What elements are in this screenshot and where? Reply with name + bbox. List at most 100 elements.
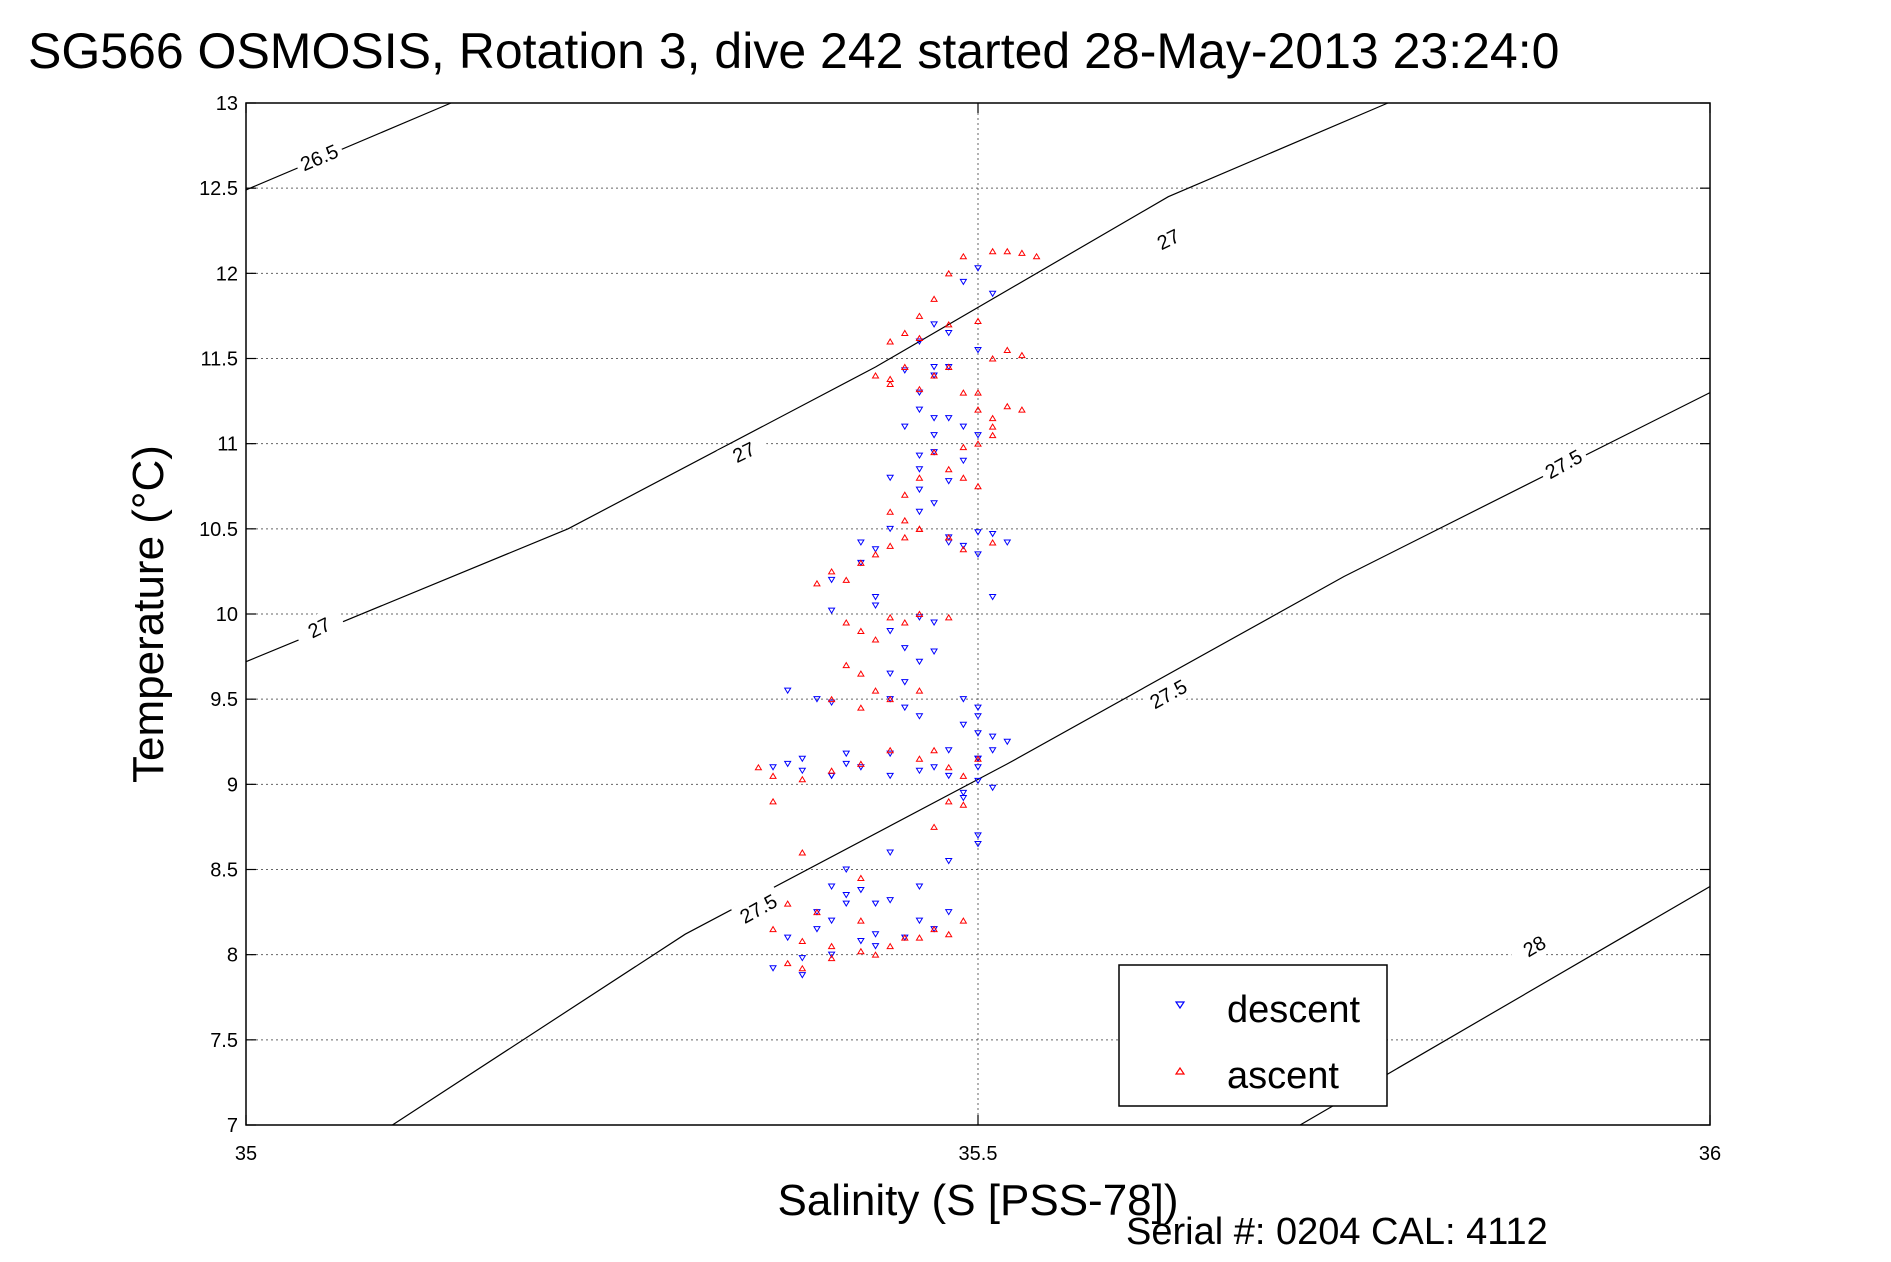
ascent-point	[1018, 351, 1026, 359]
ascent-point	[842, 661, 851, 669]
descent-point	[930, 764, 938, 771]
descent-point	[827, 883, 836, 891]
ascent-point	[944, 269, 953, 277]
descent-point	[915, 883, 924, 891]
ascent-point	[900, 516, 909, 524]
ascent-point	[1003, 247, 1012, 255]
descent-point	[974, 777, 982, 785]
ascent-point	[988, 431, 997, 439]
x-tick-label: 35	[235, 1143, 257, 1165]
ascent-point	[886, 942, 895, 950]
ascent-point	[988, 414, 997, 422]
descent-point	[827, 917, 836, 925]
descent-point	[930, 432, 938, 439]
descent-point	[974, 346, 982, 354]
descent-point	[871, 900, 880, 908]
descent-point	[798, 755, 807, 763]
descent-point	[944, 772, 953, 780]
ascent-point	[1003, 346, 1012, 353]
ascent-point	[886, 695, 895, 703]
descent-point	[886, 772, 895, 780]
descent-point	[959, 457, 968, 465]
ascent-point	[915, 385, 924, 393]
ascent-point	[871, 550, 880, 558]
x-tick-label: 36	[1699, 1143, 1721, 1165]
descent-point	[1003, 738, 1012, 746]
ascent-point	[886, 542, 895, 549]
ascent-point	[900, 533, 909, 541]
descent-point	[827, 699, 836, 707]
descent-point	[886, 849, 895, 856]
ascent-point	[959, 252, 968, 260]
ascent-point	[944, 533, 953, 541]
axis-ticks: 7 7.5 8 8.5 9 9.5 10 10.5 11 11.5 12 12.5 13 35 35.5 36	[199, 93, 1721, 1165]
contour-line-27.5	[392, 392, 1711, 1126]
ascent-point	[827, 567, 836, 575]
ascent-point	[900, 934, 909, 941]
ascent-point	[856, 760, 865, 767]
descent-point	[988, 747, 997, 754]
ascent-point	[856, 704, 865, 711]
descent-point	[798, 955, 807, 962]
descent-point	[974, 529, 982, 536]
descent-point	[944, 909, 953, 916]
ascent-point	[930, 448, 938, 456]
ascent-point	[959, 474, 968, 481]
contour-line-27	[245, 102, 1389, 663]
ascent-point	[944, 797, 953, 805]
descent-point	[900, 423, 909, 431]
descent-point	[959, 696, 968, 703]
ascent-point	[974, 389, 982, 396]
descent-point	[827, 951, 836, 959]
descent-point	[915, 767, 924, 775]
y-tick-label: 7	[227, 1115, 238, 1137]
y-tick-label: 11.5	[201, 349, 238, 371]
descent-point	[827, 607, 836, 615]
ascent-point	[856, 559, 865, 566]
descent-point	[944, 747, 953, 754]
contour-label-bg	[1141, 217, 1196, 262]
ascent-point	[959, 917, 968, 924]
ascent-point	[871, 636, 880, 643]
descent-point	[930, 364, 938, 371]
descent-point	[988, 593, 997, 601]
ascent-point	[856, 627, 865, 635]
legend-box	[1118, 964, 1388, 1107]
ascent-point	[915, 934, 924, 941]
descent-point	[856, 539, 865, 546]
y-tick-label: 10.5	[199, 519, 238, 541]
ascent-point	[769, 797, 777, 805]
descent-point	[842, 866, 851, 873]
descent-point	[974, 432, 982, 439]
ascent-point	[959, 443, 968, 451]
descent-point	[930, 648, 938, 655]
descent-point	[915, 406, 924, 414]
descent-point	[974, 730, 982, 737]
y-tick-label: 9.5	[210, 689, 238, 711]
descent-point	[915, 466, 924, 473]
descent-point	[974, 713, 982, 720]
descent-point	[769, 764, 777, 771]
descent-point	[974, 832, 982, 839]
descent-point	[915, 658, 924, 666]
descent-point	[886, 525, 895, 533]
descent-point	[930, 415, 938, 422]
descent-point	[900, 367, 909, 374]
descent-point	[871, 593, 880, 601]
ascent-point	[900, 363, 909, 371]
descent-point	[959, 278, 968, 286]
descent-point	[842, 900, 851, 908]
serial-cal-footer: Serial #: 0204 CAL: 4112	[1126, 1211, 1548, 1253]
ascent-point	[827, 767, 836, 774]
descent-point	[930, 321, 938, 328]
descent-point	[944, 329, 953, 337]
descent-point	[915, 917, 924, 925]
descent-point	[842, 760, 851, 768]
descent-point	[900, 704, 909, 712]
contour-label-bg	[1536, 441, 1591, 488]
ascent-point	[798, 937, 807, 945]
descent-point	[871, 546, 880, 553]
descent-point	[886, 670, 895, 678]
ascent-point	[944, 320, 953, 328]
ascent-point	[944, 930, 953, 938]
